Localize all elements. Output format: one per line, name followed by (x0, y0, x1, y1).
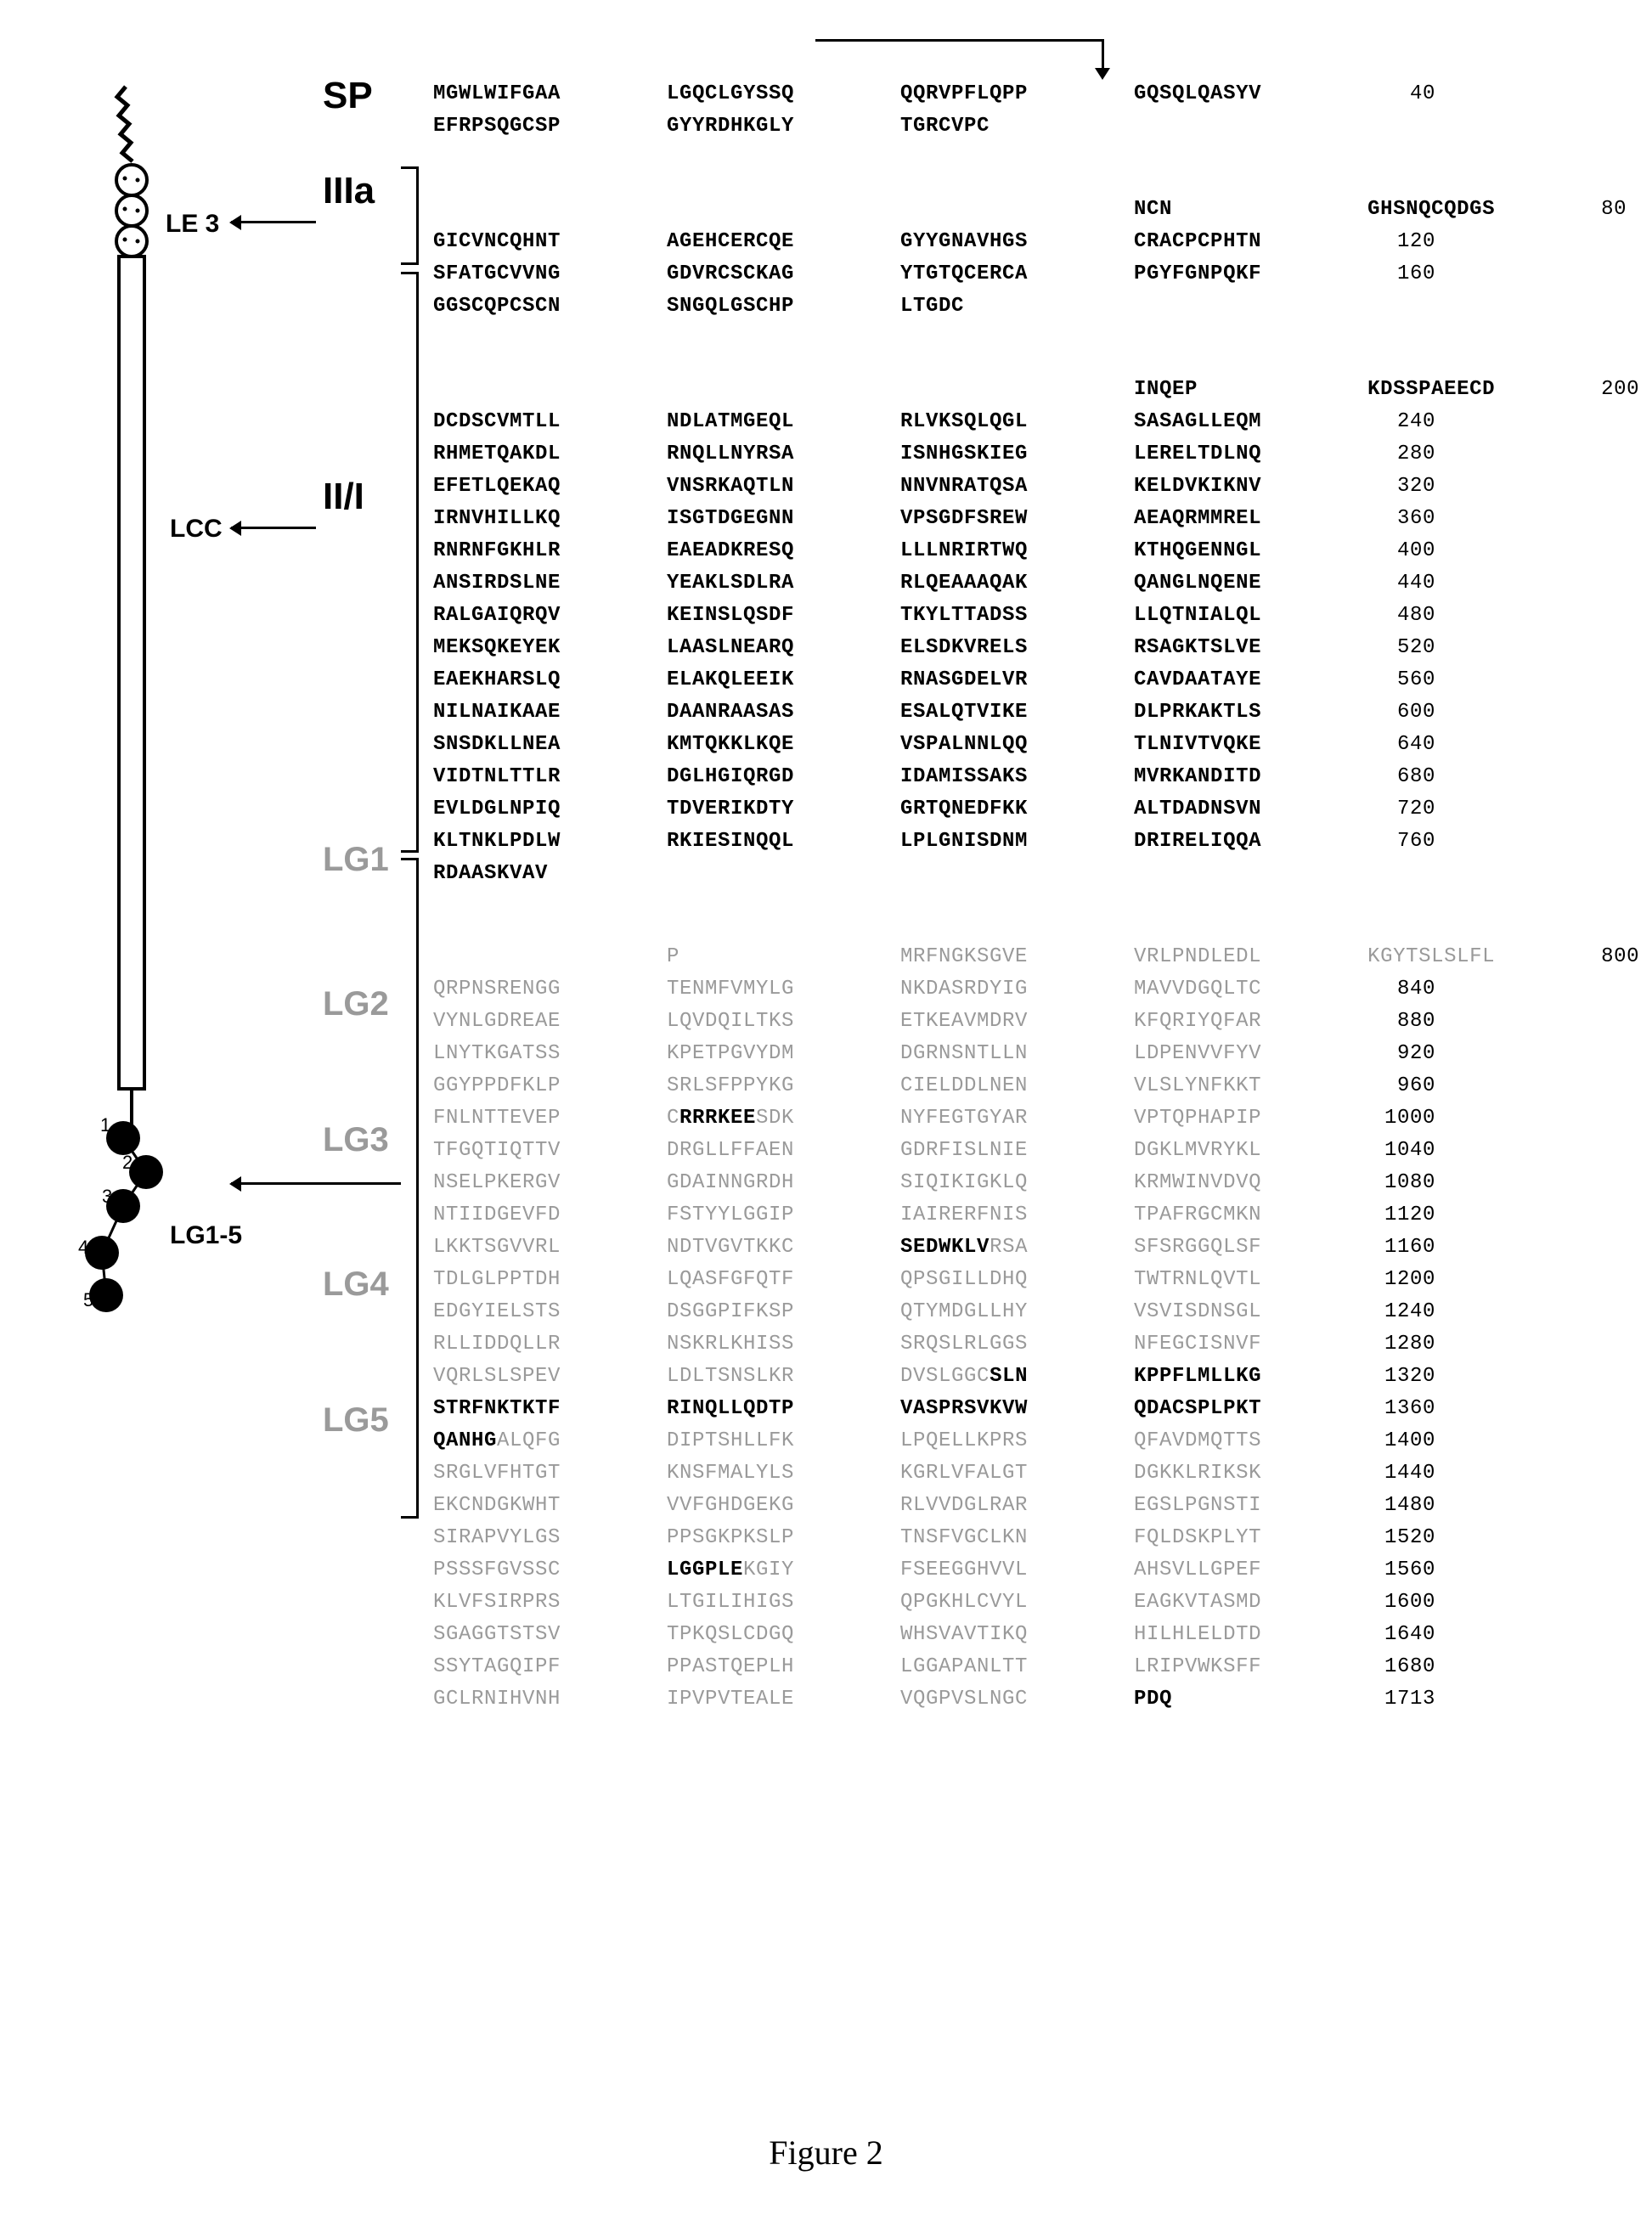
seq-row: INQEP KDSSPAEECD 200 (433, 374, 1580, 406)
seq-row: EDGYIELSTS DSGGPIFKSP QTYMDGLLHY VSVISDN… (433, 1296, 1580, 1328)
seq-row: TDLGLPPTDH LQASFGFQTF QPSGILLDHQ TWTRNLQ… (433, 1264, 1580, 1296)
protein-schematic: 1 2 3 4 5 (76, 85, 314, 1529)
seq-row: KLVFSIRPRS LTGILIHIGS QPGKHLCVYL EAGKVTA… (433, 1587, 1580, 1619)
seq-row: VQRLSLSPEV LDLTSNSLKR DVSLGGCSLN KPPFLML… (433, 1361, 1580, 1393)
seq-row: EKCNDGKWHT VVFGHDGEKG RLVVDGLRAR EGSLPGN… (433, 1490, 1580, 1522)
seq-row: NTIIDGEVFD FSTYYLGGIP IAIRERFNIS TPAFRGC… (433, 1199, 1580, 1232)
seq-row: VYNLGDREAE LQVDQILTKS ETKEAVMDRV KFQRIYQ… (433, 1006, 1580, 1038)
seq-row: NILNAIKAAE DAANRAASAS ESALQTVIKE DLPRKAK… (433, 696, 1580, 729)
seq-row: SIRAPVYLGS PPSGKPKSLP TNSFVGCLKN FQLDSKP… (433, 1522, 1580, 1554)
svg-text:1: 1 (100, 1114, 110, 1136)
seq-row: MGWLWIFGAA LGQCLGYSSQ QQRVPFLQPP GQSQLQA… (433, 78, 1580, 110)
anno-lcc: LCC (170, 515, 223, 544)
seq-row: GCLRNIHVNH IPVPVTEALE VQGPVSLNGC PDQ 171… (433, 1683, 1580, 1716)
label-lg5: LG5 (323, 1401, 389, 1440)
seq-row: MEKSQKEYEK LAASLNEARQ ELSDKVRELS RSAGKTS… (433, 632, 1580, 664)
anno-le3: LE 3 (166, 210, 219, 239)
seq-row: KLTNKLPDLW RKIESINQQL LPLGNISDNM DRIRELI… (433, 826, 1580, 858)
label-lg4: LG4 (323, 1265, 389, 1304)
seq-row: RALGAIQRQV KEINSLQSDF TKYLTTADSS LLQTNIA… (433, 600, 1580, 632)
seq-row: NCN GHSNQCQDGS 80 (433, 194, 1580, 226)
seq-row: QANHGALQFG DIPTSHLLFK LPQELLKPRS QFAVDMQ… (433, 1425, 1580, 1457)
seq-row: LKKTSGVVRL NDTVGVTKKC SEDWKLVRSA SFSRGGQ… (433, 1232, 1580, 1264)
label-sp: SP (323, 75, 373, 117)
seq-row: EAEKHARSLQ ELAKQLEEIK RNASGDELVR CAVDAAT… (433, 664, 1580, 696)
seq-row: GICVNCQHNT AGEHCERCQE GYYGNAVHGS CRACPCP… (433, 226, 1580, 258)
seq-row: STRFNKTKTF RINQLLQDTP VASPRSVKVW QDACSPL… (433, 1393, 1580, 1425)
seq-row: DCDSCVMTLL NDLATMGEQL RLVKSQLQGL SASAGLL… (433, 406, 1580, 438)
svg-text:2: 2 (122, 1152, 132, 1173)
seq-row: EFRPSQGCSP GYYRDHKGLY TGRCVPC (433, 110, 1580, 143)
seq-row: EVLDGLNPIQ TDVERIKDTY GRTQNEDFKK ALTDADN… (433, 793, 1580, 826)
seq-row: FNLNTTEVEP CRRRKEESDK NYFEGTGYAR VPTQPHA… (433, 1102, 1580, 1135)
seq-row: RDAASKVAV (433, 858, 1580, 890)
seq-row: TFGQTIQTTV DRGLLFFAEN GDRFISLNIE DGKLMVR… (433, 1135, 1580, 1167)
seq-row: VIDTNLTTLR DGLHGIQRGD IDAMISSAKS MVRKAND… (433, 761, 1580, 793)
bracket-lg (401, 858, 419, 1519)
seq-row: QRPNSRENGG TENMFVMYLG NKDASRDYIG MAVVDGQ… (433, 973, 1580, 1006)
svg-text:3: 3 (102, 1186, 112, 1207)
label-lg1: LG1 (323, 841, 389, 879)
label-lg2: LG2 (323, 985, 389, 1023)
seq-row: ANSIRDSLNE YEAKLSDLRA RLQEAAAQAK QANGLNQ… (433, 567, 1580, 600)
cleavage-arrow (815, 39, 1104, 82)
seq-row: P MRFNGKSGVE VRLPNDLEDL KGYTSLSLFL 800 (433, 941, 1580, 973)
anno-lg15: LG1-5 (170, 1221, 242, 1250)
seq-row: SNSDKLLNEA KMTQKKLKQE VSPALNNLQQ TLNIVTV… (433, 729, 1580, 761)
svg-text:4: 4 (78, 1237, 88, 1258)
seq-row: SSYTAGQIPF PPASTQEPLH LGGAPANLTT LRIPVWK… (433, 1651, 1580, 1683)
figure-caption: Figure 2 (34, 2133, 1618, 2173)
seq-row: SFATGCVVNG GDVRCSCKAG YTGTQCERCA PGYFGNP… (433, 258, 1580, 290)
schematic-svg: 1 2 3 4 5 (76, 85, 314, 1529)
seq-row: LNYTKGATSS KPETPGVYDM DGRNSNTLLN LDPENVV… (433, 1038, 1580, 1070)
seq-row: EFETLQEKAQ VNSRKAQTLN NNVNRATQSA KELDVKI… (433, 471, 1580, 503)
seq-row: RNRNFGKHLR EAEADKRESQ LLLNRIRTWQ KTHQGEN… (433, 535, 1580, 567)
seq-row: RLLIDDQLLR NSKRLKHISS SRQSLRLGGS NFEGCIS… (433, 1328, 1580, 1361)
label-iiia: IIIa (323, 170, 375, 212)
svg-text:5: 5 (83, 1289, 93, 1310)
label-iii: II/I (323, 476, 364, 518)
seq-row: GGSCQPCSCN SNGQLGSCHP LTGDC (433, 290, 1580, 323)
bracket-iii (401, 272, 419, 853)
seq-row: SRGLVFHTGT KNSFMALYLS KGRLVFALGT DGKKLRI… (433, 1457, 1580, 1490)
seq-row: SGAGGTSTSV TPKQSLCDGQ WHSVAVTIKQ HILHLEL… (433, 1619, 1580, 1651)
seq-row: GGYPPDFKLP SRLSFPPYKG CIELDDLNEN VLSLYNF… (433, 1070, 1580, 1102)
label-lg3: LG3 (323, 1121, 389, 1159)
seq-row: PSSSFGVSSC LGGPLEKGIY FSEEGGHVVL AHSVLLG… (433, 1554, 1580, 1587)
seq-row: RHMETQAKDL RNQLLNYRSA ISNHGSKIEG LERELTD… (433, 438, 1580, 471)
sequence-block: MGWLWIFGAA LGQCLGYSSQ QQRVPFLQPP GQSQLQA… (433, 78, 1580, 1716)
figure-page: 1 2 3 4 5 SP IIIa II/I LG1 LG2 LG3 LG4 L… (34, 34, 1618, 2198)
seq-row: IRNVHILLKQ ISGTDGEGNN VPSGDFSREW AEAQRMM… (433, 503, 1580, 535)
bracket-iiia (401, 166, 419, 265)
seq-row: NSELPKERGV GDAINNGRDH SIQIKIGKLQ KRMWINV… (433, 1167, 1580, 1199)
